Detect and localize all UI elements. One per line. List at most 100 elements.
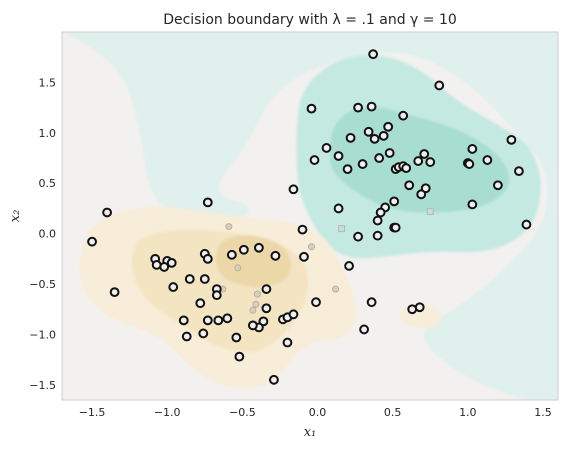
orange-class-point: [252, 300, 260, 308]
support-vector-point: [168, 282, 179, 292]
support-vector-point: [353, 102, 363, 113]
support-vector-point: [226, 249, 237, 260]
support-vector-point: [401, 163, 412, 174]
support-vector-points: [87, 49, 532, 385]
support-vector-point: [344, 261, 354, 271]
support-vector-point: [184, 274, 195, 284]
support-vector-point: [384, 148, 395, 158]
support-vector-point: [269, 374, 279, 385]
orange-class-point: [253, 290, 261, 298]
support-vector-point: [87, 236, 97, 247]
plot-area: [62, 32, 558, 400]
support-vector-point: [482, 155, 493, 165]
chart-title: Decision boundary with λ = .1 and γ = 10: [163, 12, 457, 28]
support-vector-point: [195, 298, 206, 309]
orange-region-dark: [215, 235, 292, 287]
support-vector-point: [234, 351, 245, 362]
support-vector-point: [372, 230, 383, 241]
support-vector-point: [166, 257, 177, 268]
support-vector-point: [299, 251, 309, 262]
support-vector-point: [492, 180, 503, 191]
orange-class-point: [234, 264, 242, 272]
support-vector-point: [202, 253, 213, 264]
support-vector-point: [202, 315, 213, 326]
x-axis-ticks: −1.5 −1.0 −0.5 0.0 0.5 1.0 1.5: [79, 406, 552, 419]
support-vector-point: [464, 159, 475, 169]
support-vector-point: [231, 332, 242, 343]
support-vector-point: [521, 219, 532, 230]
x-tick-label: 0.0: [309, 406, 327, 419]
support-vector-point: [198, 328, 209, 339]
support-vector-point: [202, 197, 213, 208]
support-vector-point: [514, 166, 524, 177]
support-vector-point: [506, 134, 517, 145]
y-tick-label: −1.5: [29, 379, 56, 392]
x-tick-label: 1.0: [459, 406, 477, 419]
teal-region-light: [62, 32, 558, 400]
x-tick-label: −1.0: [154, 406, 181, 419]
support-vector-point: [404, 180, 415, 191]
support-vector-point: [288, 309, 299, 320]
support-vector-point: [309, 155, 320, 165]
orange-class-point: [308, 243, 316, 251]
y-axis-ticks: −1.5 −1.0 −0.5 0.0 0.5 1.0 1.5: [29, 76, 56, 391]
support-vector-point: [345, 132, 356, 143]
support-vector-point: [306, 103, 317, 114]
support-vector-point: [181, 331, 192, 342]
support-vector-point: [253, 242, 264, 253]
orange-class-point: [249, 306, 257, 314]
support-vector-point: [102, 207, 112, 218]
support-vector-point: [247, 320, 258, 331]
support-vector-point: [282, 337, 293, 348]
support-vector-point: [321, 143, 332, 153]
support-vector-point: [398, 110, 409, 121]
support-vector-point: [467, 199, 478, 210]
support-vector-point: [413, 156, 424, 166]
x-axis-label: x₁: [304, 425, 317, 440]
teal-class-point: [426, 207, 434, 215]
support-vector-point: [366, 297, 377, 308]
support-vector-point: [333, 151, 344, 161]
y-tick-label: 0.0: [39, 228, 57, 241]
support-vector-point: [372, 215, 383, 226]
y-tick-label: −0.5: [29, 278, 56, 291]
support-vector-point: [261, 284, 272, 294]
x-tick-label: −1.5: [79, 406, 106, 419]
support-vector-point: [425, 157, 436, 167]
support-vector-point: [357, 159, 368, 169]
support-vector-point: [374, 153, 385, 163]
support-vector-point: [159, 262, 170, 272]
x-tick-label: 1.5: [534, 406, 552, 419]
orange-class-point: [225, 223, 233, 231]
support-vector-point: [109, 287, 120, 298]
support-vector-point: [390, 222, 401, 233]
y-tick-label: 0.5: [39, 177, 57, 190]
support-vector-point: [368, 49, 379, 60]
support-vector-point: [419, 149, 430, 159]
support-vector-point: [261, 303, 272, 314]
y-axis-label: x₂: [8, 210, 23, 223]
support-vector-point: [378, 130, 389, 141]
support-vector-point: [238, 244, 249, 255]
support-vector-point: [389, 196, 400, 207]
support-vector-point: [311, 297, 321, 308]
support-vector-point: [288, 184, 299, 195]
support-vector-point: [416, 189, 427, 200]
y-tick-label: 1.5: [39, 76, 57, 89]
support-vector-point: [270, 250, 281, 261]
support-vector-point: [363, 126, 374, 137]
support-vector-point: [333, 203, 344, 214]
y-tick-label: 1.0: [39, 127, 57, 140]
support-vector-point: [434, 80, 445, 91]
support-vector-point: [383, 121, 394, 132]
support-vector-point: [414, 302, 425, 313]
x-tick-label: 0.5: [384, 406, 402, 419]
support-vector-point: [178, 315, 189, 326]
x-tick-label: −0.5: [229, 406, 256, 419]
y-tick-label: −1.0: [29, 328, 56, 341]
support-vector-point: [369, 133, 380, 144]
support-vector-point: [353, 231, 363, 242]
support-vector-point: [359, 324, 370, 335]
